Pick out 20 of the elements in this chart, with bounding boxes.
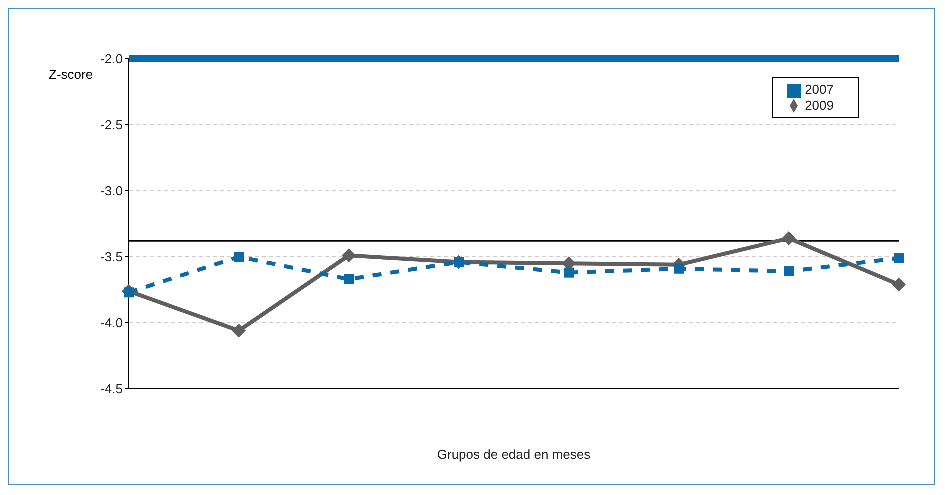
legend-label: 2009 [805,98,834,113]
point [674,264,684,274]
point [892,278,906,292]
point [232,324,246,338]
y-tick-label: -3.5 [100,250,123,265]
x-axis-title: Grupos de edad en meses [437,447,592,462]
point [784,266,794,277]
legend-label: 2007 [805,82,834,97]
y-axis-title: Z-score [49,67,94,82]
point [894,253,904,264]
y-tick-label: -2.5 [100,118,123,133]
y-tick-label: -4.5 [100,382,123,397]
y-tick-label: -2.0 [100,52,123,67]
point [342,248,356,263]
point [782,232,796,246]
point [564,268,574,278]
point [234,252,244,262]
y-tick-label: -3.0 [100,184,123,199]
point [344,274,354,284]
y-tick-label: -4.0 [100,316,123,331]
